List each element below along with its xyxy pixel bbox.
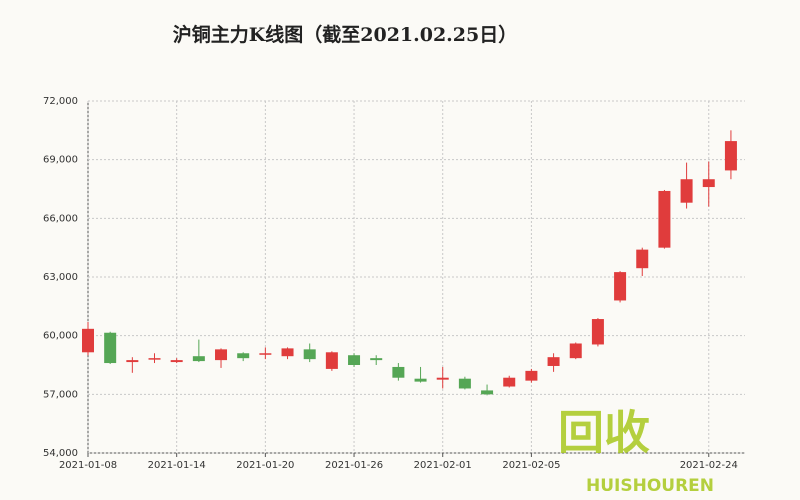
candle-body <box>547 357 560 366</box>
candle-body <box>192 356 205 362</box>
candle-body <box>392 366 405 378</box>
candle-body <box>658 190 671 248</box>
candle-body <box>348 355 361 365</box>
y-tick-label: 63,000 <box>43 272 78 283</box>
candle-body <box>170 360 183 363</box>
candle-body <box>525 370 538 381</box>
candle-body <box>591 319 604 345</box>
candle-body <box>702 179 715 188</box>
candle-body <box>237 353 250 359</box>
candle-body <box>414 378 427 382</box>
x-tick-label: 2021-01-20 <box>236 460 294 471</box>
candle-body <box>148 358 161 360</box>
candle-body <box>82 328 94 353</box>
candle-body <box>325 352 338 369</box>
candle-body <box>126 360 139 363</box>
x-tick-label: 2021-01-14 <box>148 460 206 471</box>
y-tick-label: 60,000 <box>43 331 78 342</box>
y-tick-label: 66,000 <box>43 213 78 224</box>
x-tick-label: 2021-02-05 <box>502 460 560 471</box>
x-tick-label: 2021-01-26 <box>325 460 383 471</box>
y-tick-label: 72,000 <box>43 96 78 107</box>
candle-body <box>436 377 449 380</box>
candle-body <box>458 378 471 389</box>
candle-body <box>614 272 627 301</box>
candle-body <box>303 349 316 360</box>
y-tick-label: 57,000 <box>43 389 78 400</box>
chart-title: 沪铜主力K线图（截至2021.02.25日） <box>173 23 518 46</box>
x-tick-label: 2021-02-01 <box>414 460 472 471</box>
candle-body <box>370 358 383 361</box>
x-tick-label: 2021-02-24 <box>680 460 738 471</box>
logo-sub: HUISHOUREN <box>586 476 714 496</box>
candle-body <box>481 390 494 395</box>
candle-body <box>503 377 516 387</box>
candle-body <box>680 179 693 203</box>
y-tick-label: 54,000 <box>43 448 78 459</box>
x-tick-label: 2021-01-08 <box>59 460 117 471</box>
candle-body <box>104 332 117 364</box>
candle-body <box>215 349 228 361</box>
candle-body <box>636 249 649 269</box>
candle-body <box>281 348 294 357</box>
logo-main: 回收 <box>558 406 650 460</box>
candle-body <box>724 141 737 171</box>
candle-body <box>569 343 582 359</box>
y-tick-label: 69,000 <box>43 155 78 166</box>
candle-body <box>259 353 272 355</box>
